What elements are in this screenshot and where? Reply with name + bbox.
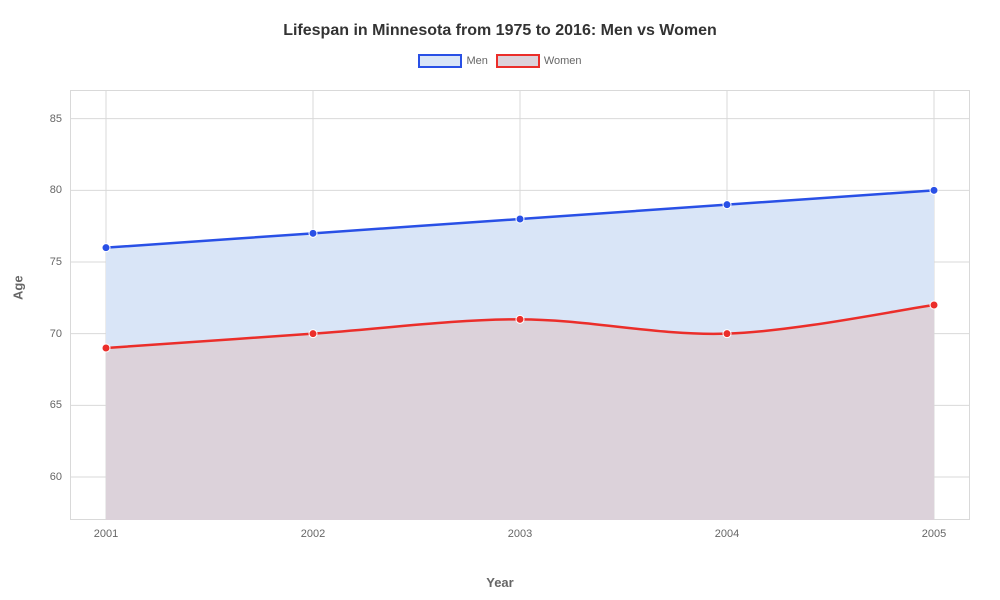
y-tick-label: 70: [50, 328, 62, 340]
legend: Men Women: [0, 54, 1000, 68]
y-axis-label: Age: [11, 275, 26, 300]
x-axis-label: Year: [0, 575, 1000, 590]
y-tick-label: 65: [50, 399, 62, 411]
y-tick-label: 75: [50, 256, 62, 268]
legend-label-women: Women: [544, 55, 582, 67]
x-tick-label: 2003: [508, 528, 532, 540]
plot-area: [70, 90, 970, 520]
x-tick-label: 2004: [715, 528, 739, 540]
y-tick-label: 80: [50, 184, 62, 196]
legend-swatch-men: [418, 54, 462, 68]
x-tick-label: 2005: [922, 528, 946, 540]
legend-swatch-women: [496, 54, 540, 68]
x-tick-label: 2002: [301, 528, 325, 540]
y-tick-label: 85: [50, 113, 62, 125]
chart-container: Lifespan in Minnesota from 1975 to 2016:…: [0, 0, 1000, 600]
plot-svg: [70, 90, 970, 520]
legend-label-men: Men: [466, 55, 487, 67]
legend-item-women: Women: [496, 54, 582, 68]
legend-item-men: Men: [418, 54, 487, 68]
chart-title: Lifespan in Minnesota from 1975 to 2016:…: [0, 0, 1000, 40]
x-tick-label: 2001: [94, 528, 118, 540]
y-tick-label: 60: [50, 471, 62, 483]
